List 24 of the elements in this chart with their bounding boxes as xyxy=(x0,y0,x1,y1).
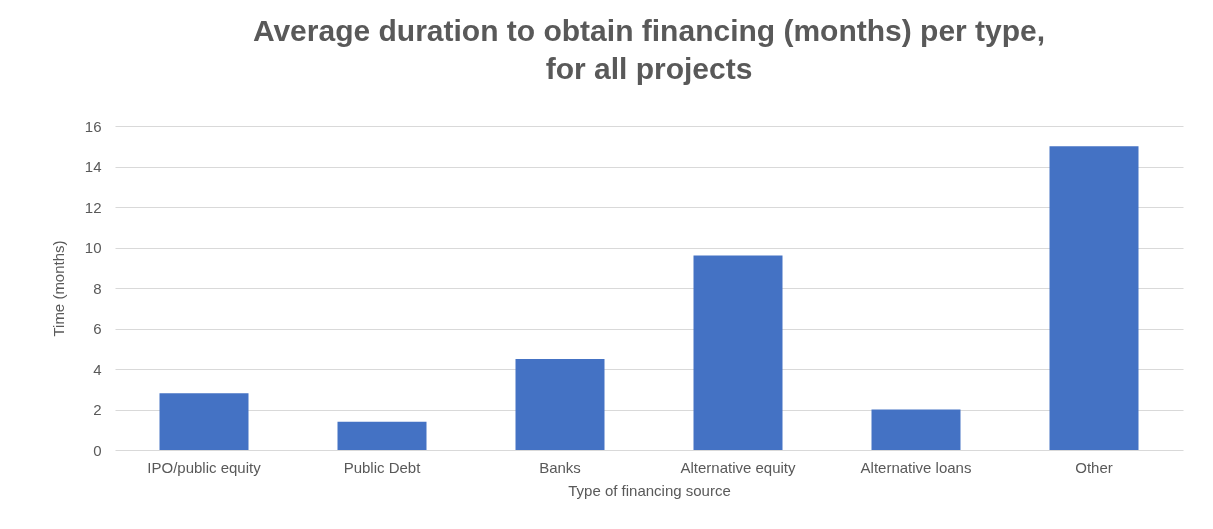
x-tick-label: Alternative loans xyxy=(860,458,972,476)
x-tick-label: Other xyxy=(1075,458,1113,476)
y-tick-label: 2 xyxy=(93,401,102,418)
y-tick-label: 4 xyxy=(93,360,102,378)
x-tick-label: IPO/public equity xyxy=(147,458,262,476)
bar xyxy=(515,358,605,450)
chart-title: Average duration to obtain financing (months) per type, for all projects xyxy=(252,14,1046,85)
x-tick-label: Alternative equity xyxy=(680,458,797,476)
y-tick-label: 14 xyxy=(84,158,102,175)
y-tick-label: 8 xyxy=(93,279,102,297)
x-axis-title: Type of financing source xyxy=(568,481,731,499)
bar xyxy=(871,409,961,450)
bar xyxy=(693,255,783,450)
y-tick-label: 16 xyxy=(84,117,102,135)
bar xyxy=(337,421,427,450)
y-tick-label: 0 xyxy=(93,441,102,459)
y-axis-title: Time (months) xyxy=(49,240,67,337)
bar xyxy=(159,393,249,450)
x-tick-label: Public Debt xyxy=(343,458,422,476)
x-tick-label: Banks xyxy=(539,458,581,476)
bar xyxy=(1049,146,1139,450)
y-tick-label: 10 xyxy=(84,239,102,256)
y-tick-label: 6 xyxy=(93,320,102,337)
y-tick-label: 12 xyxy=(84,198,102,216)
